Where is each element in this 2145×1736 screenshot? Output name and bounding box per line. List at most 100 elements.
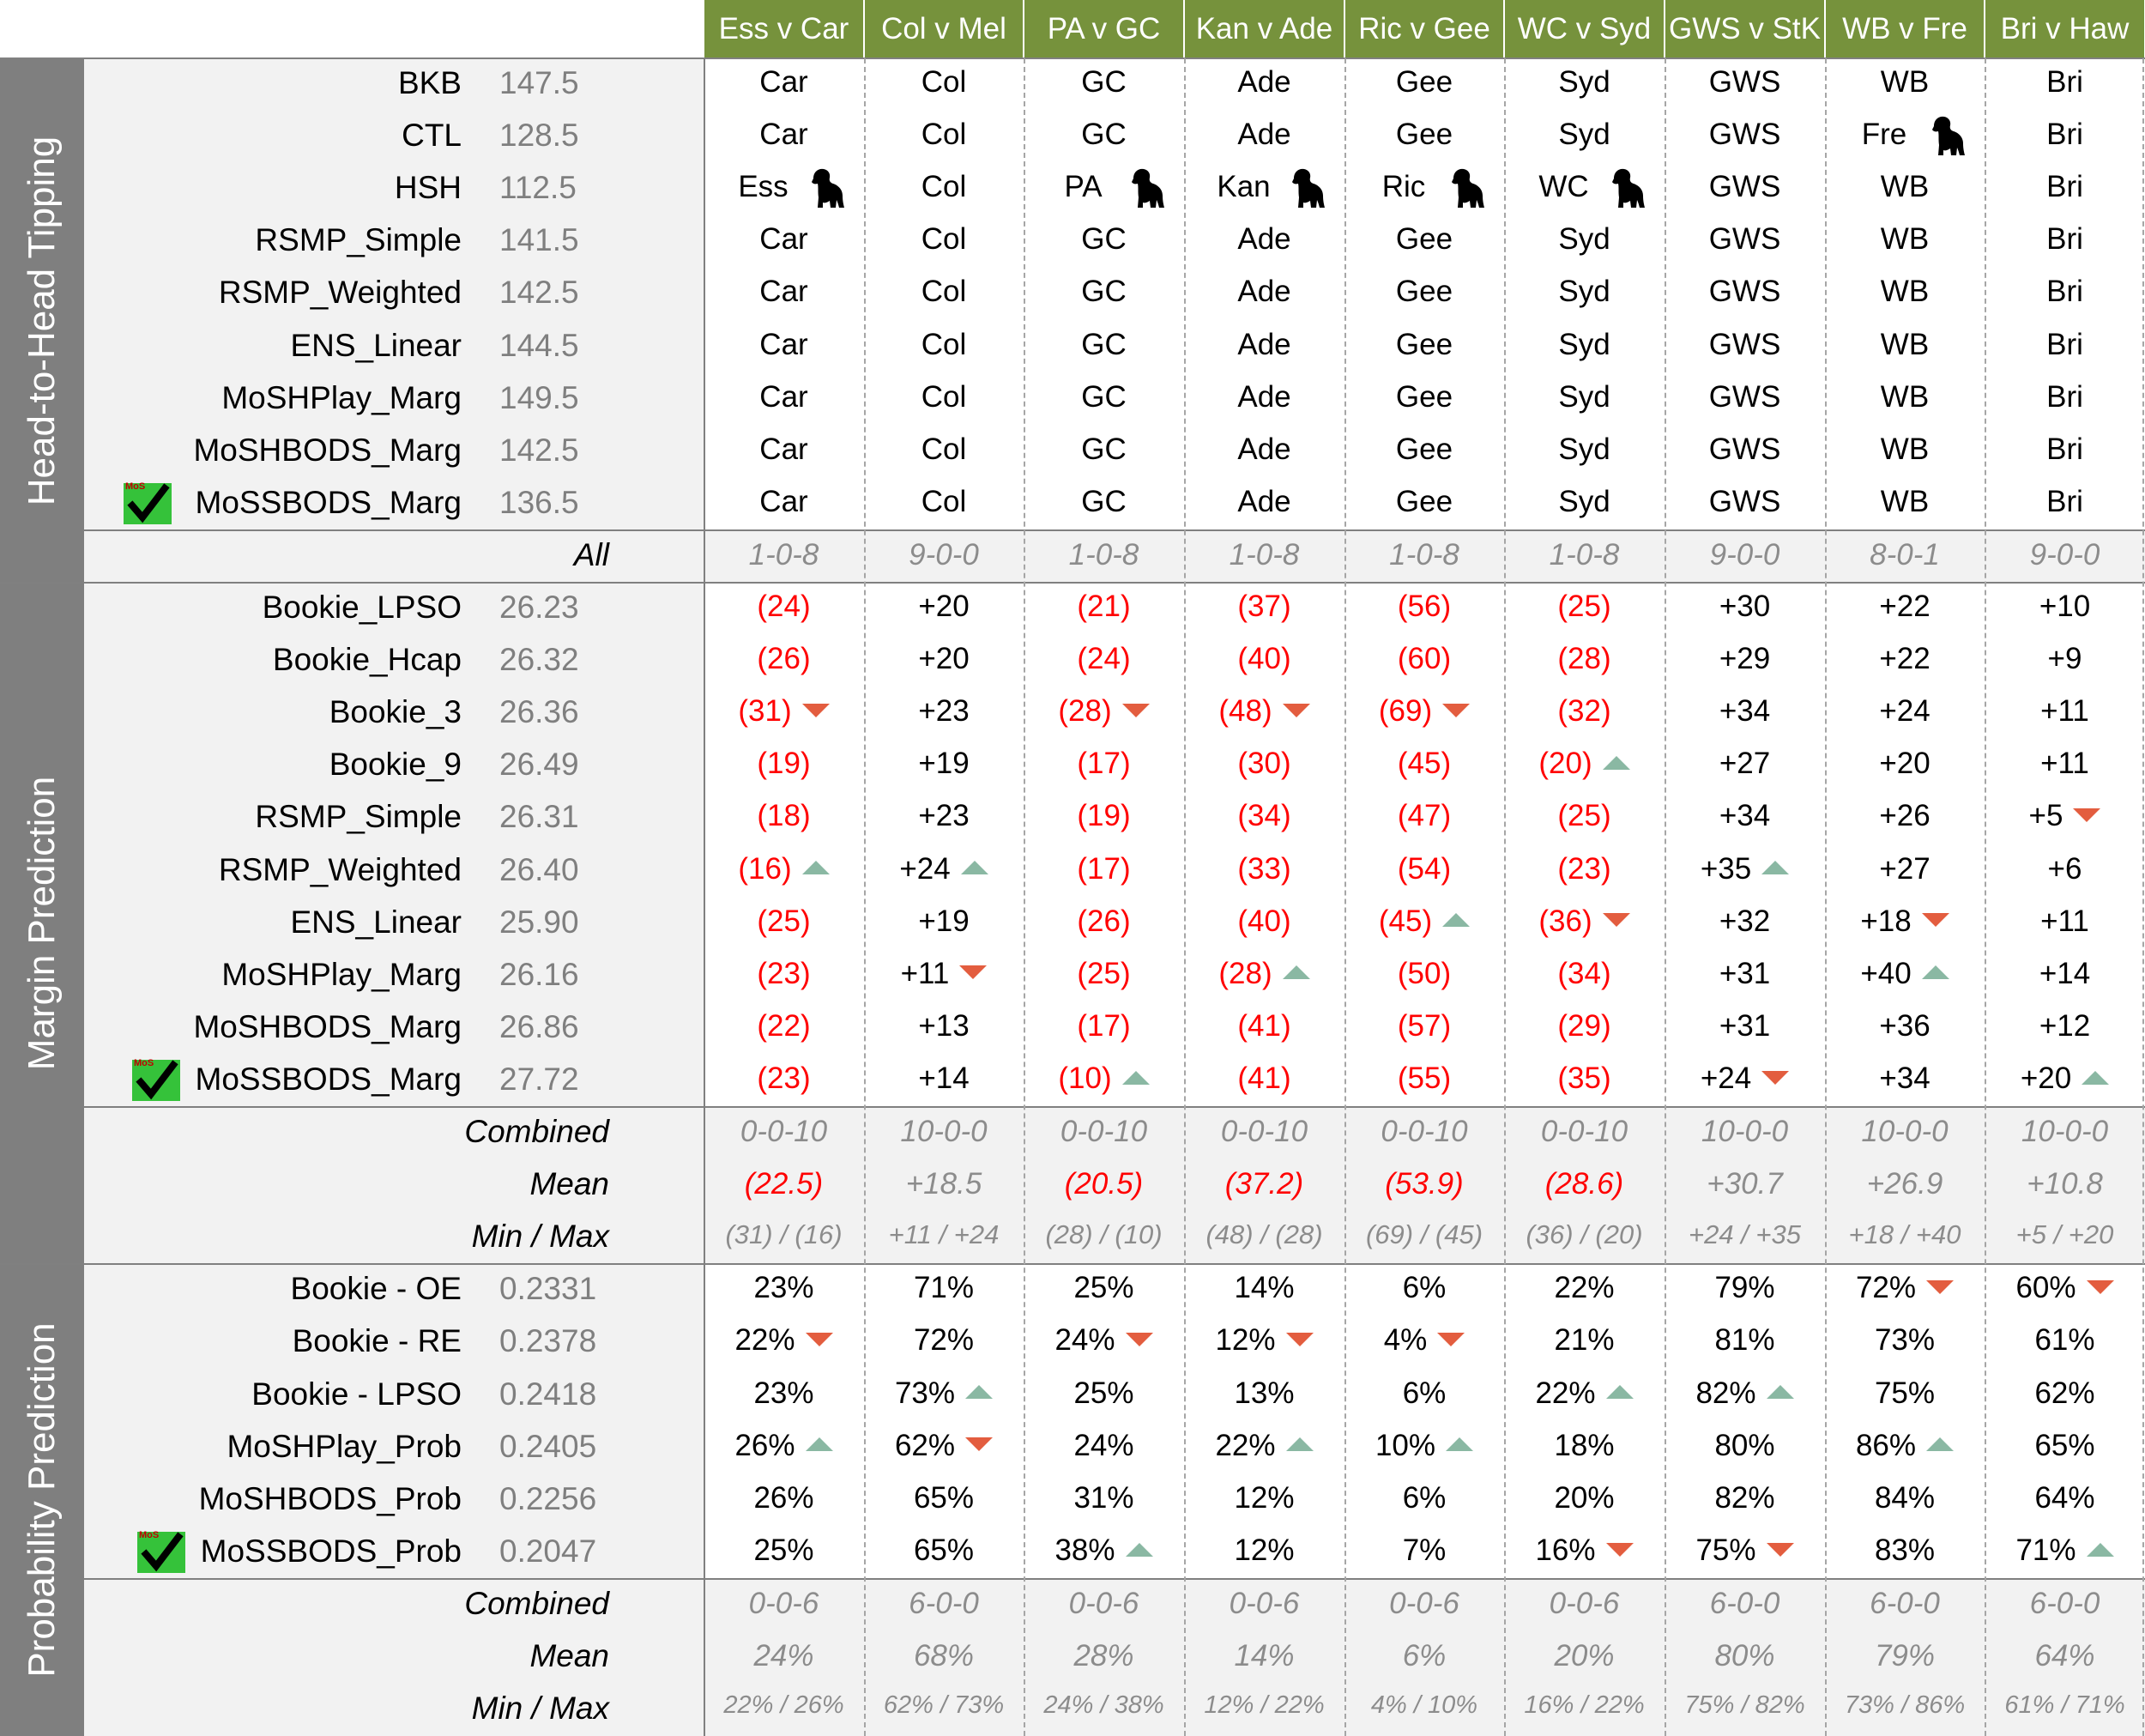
summary-cell: 6-0-0 <box>1709 1586 1780 1620</box>
table-cell: Car <box>704 485 864 524</box>
summary-cell: 10-0-0 <box>2021 1115 2109 1148</box>
model-score: 141.5 <box>499 222 579 258</box>
cell-value: +5 <box>2028 799 2063 833</box>
summary-cell: 80% <box>1714 1639 1775 1672</box>
table-cell: Car <box>704 275 864 314</box>
cell-value: Ade <box>1237 275 1291 309</box>
model-score: 26.49 <box>499 747 579 783</box>
table-cell: Ade <box>1184 222 1344 262</box>
table-cell: 75% <box>1825 1376 1985 1416</box>
cell-value: (56) <box>1397 590 1452 623</box>
table-cell: (28) <box>1184 957 1344 996</box>
cell-value: +18 <box>1860 904 1912 938</box>
summary-cell: +18.5 <box>905 1167 982 1201</box>
cell-value: (45) <box>1397 747 1452 781</box>
cell-value: Gee <box>1395 484 1453 518</box>
match-header: GWS v StK <box>1665 0 1824 58</box>
cell-value: (60) <box>1397 642 1452 676</box>
summary-cell: +26.9 <box>1866 1167 1943 1201</box>
summary-cell: +30.7 <box>1707 1167 1783 1201</box>
cell-value: 6% <box>1402 1271 1447 1305</box>
cell-value: +14 <box>2039 956 2091 990</box>
table-cell: (23) <box>1504 852 1665 892</box>
arrow-down-icon <box>805 1333 833 1347</box>
table-cell: 80% <box>1665 1429 1825 1468</box>
cell-value: (54) <box>1397 851 1452 886</box>
cell-value: 73% <box>1874 1323 1936 1358</box>
table-cell: Syd <box>1504 65 1665 105</box>
cell-value: +11 <box>2040 904 2089 938</box>
cell-value: +35 <box>1700 851 1752 886</box>
cell-value: GC <box>1081 327 1127 361</box>
cell-value: 65% <box>2034 1428 2095 1462</box>
table-cell: 22% <box>1184 1429 1344 1468</box>
column-divider <box>1024 58 1025 1736</box>
cell-value: (17) <box>1077 747 1131 781</box>
model-name: Bookie_LPSO <box>262 590 462 625</box>
cell-value: 4% <box>1383 1323 1428 1358</box>
model-score: 27.72 <box>499 1061 579 1097</box>
table-cell: +31 <box>1665 957 1825 996</box>
summary-cell: 9-0-0 <box>2029 537 2100 572</box>
cell-value: Gee <box>1395 275 1453 309</box>
table-cell: Syd <box>1504 222 1665 262</box>
cell-value: GWS <box>1708 484 1781 518</box>
table-cell: 62% <box>864 1429 1024 1468</box>
summary-cell: 24% / 38% <box>1043 1691 1164 1720</box>
row-labels-panel <box>84 583 704 1265</box>
table-cell: 18% <box>1504 1429 1665 1468</box>
cell-value: Ade <box>1237 118 1291 152</box>
cell-value: +6 <box>2047 851 2082 886</box>
arrow-down-icon <box>1282 703 1310 717</box>
check-icon: MoS <box>132 1058 180 1101</box>
cell-value: (37) <box>1237 590 1291 623</box>
summary-cell: 1-0-8 <box>1549 537 1620 572</box>
table-cell: GC <box>1024 328 1184 367</box>
table-cell: WB <box>1825 170 1985 209</box>
cell-value: Syd <box>1558 65 1610 99</box>
table-cell: 72% <box>1825 1271 1985 1310</box>
model-name: MoSHBODS_Marg <box>193 432 462 468</box>
table-cell: 6% <box>1344 1271 1504 1310</box>
summary-cell: +18 / +40 <box>1848 1219 1961 1250</box>
table-cell: 12% <box>1184 1533 1344 1573</box>
cell-value: GWS <box>1708 432 1781 466</box>
summary-cell: 10-0-0 <box>1701 1115 1789 1148</box>
table-cell: +12 <box>1985 1009 2145 1049</box>
cell-value: (41) <box>1237 1061 1291 1095</box>
summary-label: Combined <box>464 1585 609 1621</box>
model-name: Bookie - OE <box>290 1271 462 1307</box>
cell-value: +24 <box>1879 694 1930 729</box>
summary-cell: 6-0-0 <box>909 1586 979 1620</box>
cell-value: 24% <box>1054 1323 1115 1358</box>
summary-cell: (53.9) <box>1385 1167 1464 1201</box>
table-cell: WB <box>1825 380 1985 420</box>
table-cell: (25) <box>1024 957 1184 996</box>
table-cell: Gee <box>1344 222 1504 262</box>
cell-value: Car <box>759 432 808 466</box>
cell-value: WC <box>1538 170 1589 204</box>
table-cell: 25% <box>1024 1271 1184 1310</box>
cell-value: Syd <box>1558 432 1610 466</box>
match-header: Col v Mel <box>865 0 1023 58</box>
cell-value: 83% <box>1874 1533 1936 1567</box>
cell-value: 22% <box>734 1323 795 1358</box>
arrow-up-icon <box>1926 1437 1955 1452</box>
cell-value: Col <box>921 222 967 257</box>
table-cell: Gee <box>1344 275 1504 314</box>
table-cell: +11 <box>864 957 1024 996</box>
arrow-down-icon <box>959 965 988 980</box>
table-cell: +27 <box>1665 747 1825 786</box>
summary-cell: +11 / +24 <box>888 1219 1000 1250</box>
table-cell: +34 <box>1665 694 1825 734</box>
cell-value: Car <box>759 327 808 361</box>
table-cell: Bri <box>1985 118 2145 157</box>
cell-value: Bri <box>2046 484 2083 518</box>
cell-value: 73% <box>894 1376 956 1410</box>
model-score: 26.32 <box>499 642 579 678</box>
cell-value: Syd <box>1558 222 1610 257</box>
cell-value: 38% <box>1054 1533 1115 1567</box>
cell-value: Ade <box>1237 65 1291 99</box>
table-cell: +20 <box>864 590 1024 629</box>
cell-value: GC <box>1081 275 1127 309</box>
